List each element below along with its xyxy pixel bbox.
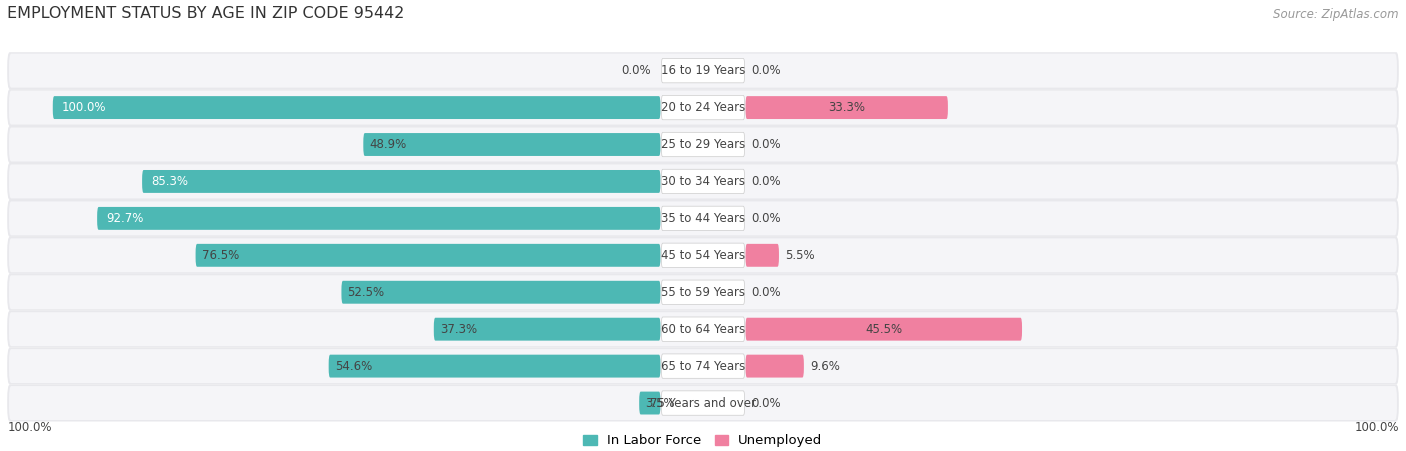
Text: 0.0%: 0.0% (752, 396, 782, 410)
FancyBboxPatch shape (195, 244, 661, 267)
FancyBboxPatch shape (661, 96, 745, 120)
FancyBboxPatch shape (53, 96, 661, 119)
FancyBboxPatch shape (745, 96, 948, 119)
FancyBboxPatch shape (7, 163, 1399, 200)
Text: 3.5%: 3.5% (645, 396, 675, 410)
FancyBboxPatch shape (7, 200, 1399, 237)
Text: 65 to 74 Years: 65 to 74 Years (661, 359, 745, 373)
FancyBboxPatch shape (7, 237, 1399, 274)
Text: 48.9%: 48.9% (370, 138, 406, 151)
Text: 0.0%: 0.0% (752, 175, 782, 188)
Text: 60 to 64 Years: 60 to 64 Years (661, 322, 745, 336)
Text: 45 to 54 Years: 45 to 54 Years (661, 249, 745, 262)
FancyBboxPatch shape (8, 128, 1398, 161)
Text: 0.0%: 0.0% (752, 138, 782, 151)
Text: 16 to 19 Years: 16 to 19 Years (661, 64, 745, 77)
Legend: In Labor Force, Unemployed: In Labor Force, Unemployed (579, 430, 827, 451)
Text: 55 to 59 Years: 55 to 59 Years (661, 286, 745, 299)
FancyBboxPatch shape (7, 385, 1399, 422)
FancyBboxPatch shape (661, 243, 745, 267)
Text: 92.7%: 92.7% (107, 212, 143, 225)
Text: 75 Years and over: 75 Years and over (650, 396, 756, 410)
Text: 35 to 44 Years: 35 to 44 Years (661, 212, 745, 225)
FancyBboxPatch shape (7, 126, 1399, 163)
Text: 33.3%: 33.3% (828, 101, 865, 114)
FancyBboxPatch shape (434, 318, 661, 341)
Text: 52.5%: 52.5% (347, 286, 385, 299)
FancyBboxPatch shape (7, 52, 1399, 89)
FancyBboxPatch shape (7, 311, 1399, 348)
FancyBboxPatch shape (329, 354, 661, 377)
Text: 100.0%: 100.0% (1354, 420, 1399, 433)
Text: 0.0%: 0.0% (752, 64, 782, 77)
FancyBboxPatch shape (661, 280, 745, 304)
FancyBboxPatch shape (745, 244, 779, 267)
Text: 85.3%: 85.3% (152, 175, 188, 188)
Text: 0.0%: 0.0% (752, 286, 782, 299)
FancyBboxPatch shape (8, 202, 1398, 235)
FancyBboxPatch shape (7, 274, 1399, 311)
FancyBboxPatch shape (8, 165, 1398, 198)
FancyBboxPatch shape (7, 348, 1399, 385)
Text: Source: ZipAtlas.com: Source: ZipAtlas.com (1274, 8, 1399, 21)
Text: 0.0%: 0.0% (621, 64, 651, 77)
FancyBboxPatch shape (8, 54, 1398, 87)
Text: 45.5%: 45.5% (865, 322, 903, 336)
FancyBboxPatch shape (8, 91, 1398, 124)
Text: 30 to 34 Years: 30 to 34 Years (661, 175, 745, 188)
FancyBboxPatch shape (8, 312, 1398, 346)
FancyBboxPatch shape (745, 354, 804, 377)
Text: 100.0%: 100.0% (7, 420, 52, 433)
Text: 25 to 29 Years: 25 to 29 Years (661, 138, 745, 151)
FancyBboxPatch shape (363, 133, 661, 156)
Text: 100.0%: 100.0% (62, 101, 107, 114)
FancyBboxPatch shape (661, 391, 745, 415)
FancyBboxPatch shape (7, 89, 1399, 126)
FancyBboxPatch shape (661, 132, 745, 156)
FancyBboxPatch shape (661, 354, 745, 378)
FancyBboxPatch shape (342, 281, 661, 304)
FancyBboxPatch shape (661, 206, 745, 230)
FancyBboxPatch shape (142, 170, 661, 193)
FancyBboxPatch shape (97, 207, 661, 230)
Text: 0.0%: 0.0% (752, 212, 782, 225)
Text: 9.6%: 9.6% (810, 359, 839, 373)
FancyBboxPatch shape (640, 391, 661, 414)
Text: 37.3%: 37.3% (440, 322, 477, 336)
Text: 20 to 24 Years: 20 to 24 Years (661, 101, 745, 114)
FancyBboxPatch shape (661, 317, 745, 341)
Text: EMPLOYMENT STATUS BY AGE IN ZIP CODE 95442: EMPLOYMENT STATUS BY AGE IN ZIP CODE 954… (7, 6, 405, 21)
Text: 54.6%: 54.6% (335, 359, 373, 373)
FancyBboxPatch shape (8, 238, 1398, 272)
FancyBboxPatch shape (8, 349, 1398, 383)
Text: 5.5%: 5.5% (785, 249, 814, 262)
FancyBboxPatch shape (661, 169, 745, 193)
FancyBboxPatch shape (661, 59, 745, 83)
FancyBboxPatch shape (8, 386, 1398, 420)
Text: 76.5%: 76.5% (201, 249, 239, 262)
FancyBboxPatch shape (8, 275, 1398, 309)
FancyBboxPatch shape (745, 318, 1022, 341)
